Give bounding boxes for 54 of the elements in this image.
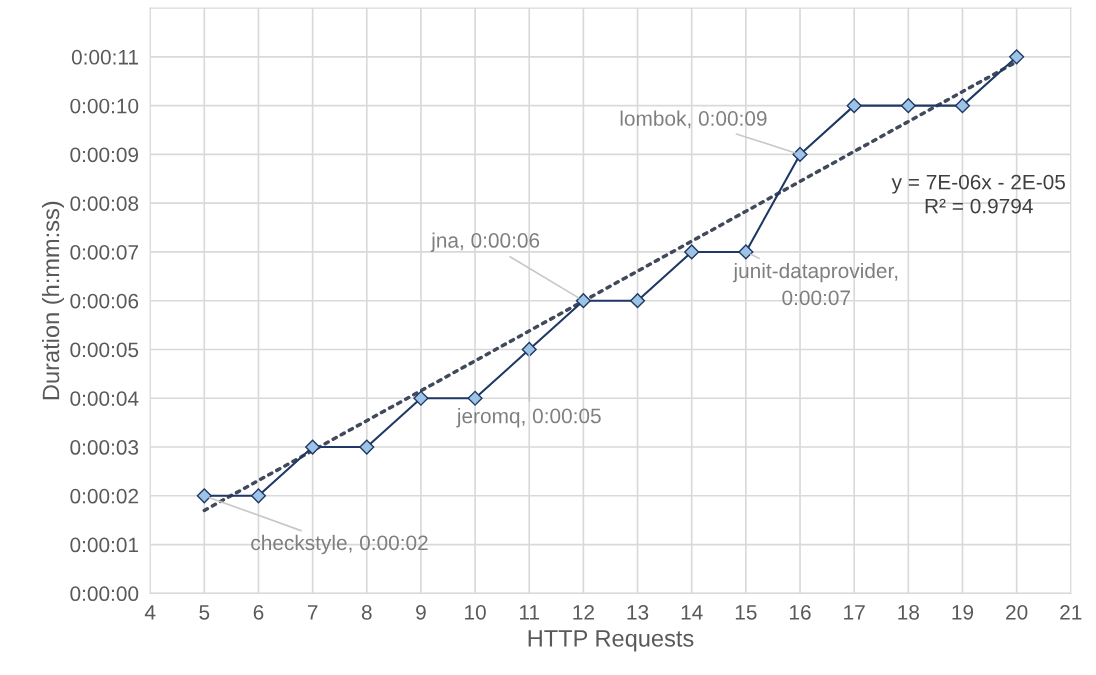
x-tick-label: 16 [790, 604, 811, 620]
y-tick-label: 0:00:02 [70, 488, 138, 504]
point [738, 244, 754, 260]
y-tick-label: 0:00:09 [70, 147, 139, 163]
x-tick-label: 20 [1006, 604, 1028, 620]
x-tick-label: 4 [144, 605, 156, 620]
point [196, 488, 212, 504]
x-tick-label: 5 [199, 605, 210, 620]
y-tick-label: 0:00:06 [70, 293, 139, 309]
point [521, 341, 537, 358]
annotation: jna, 0:00:06 [430, 232, 540, 252]
x-tick-label: 13 [627, 604, 649, 620]
point [467, 390, 483, 406]
point [792, 146, 808, 162]
y-tick-label: 0:00:01 [70, 537, 139, 553]
point [413, 390, 429, 406]
y-tick-label: 0:00:03 [70, 440, 139, 455]
point [1009, 49, 1025, 65]
y-axis-title: Duration (h:mm:ss) [41, 201, 64, 400]
point [575, 293, 591, 309]
y-tick-label: 0:00:04 [70, 391, 139, 406]
point [629, 293, 646, 309]
y-tick-label: 0:00:08 [70, 196, 139, 211]
y-tick-label: 0:00:10 [70, 98, 139, 114]
x-tick-label: 10 [465, 604, 486, 620]
x-axis-title: HTTP Requests [528, 630, 694, 652]
point [684, 244, 700, 260]
annotation: junit-dataprovider, 0:00:07 [732, 262, 898, 306]
x-tick-label: 9 [416, 604, 426, 620]
x-tick-label: 21 [1060, 604, 1082, 620]
y-tick-label: 0:00:11 [71, 49, 139, 65]
x-tick-label: 14 [681, 605, 703, 620]
annotation: checkstyle, 0:00:02 [251, 534, 428, 555]
point [900, 98, 916, 114]
y-tick-label: 0:00:00 [70, 586, 139, 602]
x-tick-label: 15 [735, 605, 757, 620]
point [250, 488, 267, 504]
y-tick-label: 0:00:05 [70, 342, 139, 358]
annotation: y = 7E-06x - 2E-05 R² = 0.9794 [891, 174, 1065, 214]
point [954, 98, 971, 114]
point [305, 439, 321, 455]
annotation: jeromq, 0:00:05 [456, 408, 601, 428]
x-tick-label: 6 [253, 604, 264, 620]
x-tick-label: 19 [952, 604, 974, 620]
x-tick-label: 12 [573, 604, 594, 620]
point [359, 439, 375, 455]
point [846, 98, 862, 114]
y-tick-label: 0:00:07 [70, 244, 138, 260]
x-tick-label: 8 [361, 604, 372, 620]
annotation: lombok, 0:00:09 [620, 110, 767, 129]
x-tick-label: 11 [520, 605, 540, 620]
x-tick-label: 17 [844, 605, 865, 620]
x-tick-label: 7 [307, 605, 318, 620]
x-tick-label: 18 [898, 604, 920, 620]
